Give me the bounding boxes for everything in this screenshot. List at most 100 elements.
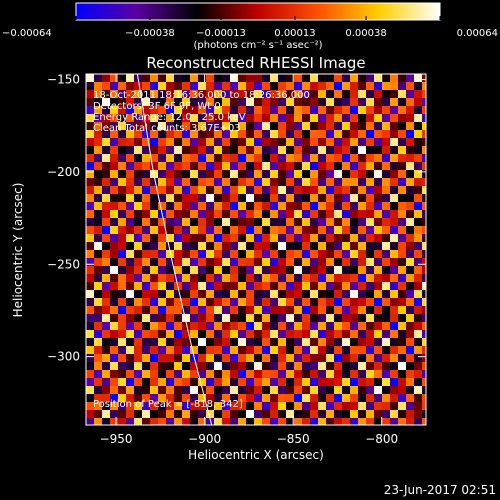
heatmap-pixel (342, 354, 350, 362)
heatmap-pixel (238, 274, 246, 282)
heatmap-pixel (414, 170, 422, 178)
heatmap-pixel (422, 258, 426, 266)
heatmap-pixel (238, 154, 246, 162)
heatmap-pixel (182, 194, 190, 202)
heatmap-pixel (190, 370, 198, 378)
heatmap-pixel (286, 338, 294, 346)
heatmap-pixel (190, 154, 198, 162)
heatmap-pixel (182, 202, 190, 210)
heatmap-pixel (118, 370, 126, 378)
heatmap-pixel (326, 98, 334, 106)
heatmap-pixel (150, 266, 158, 274)
heatmap-pixel (406, 378, 414, 386)
heatmap-pixel (310, 330, 318, 338)
heatmap-pixel (254, 266, 262, 274)
heatmap-pixel (142, 242, 150, 250)
heatmap-pixel (206, 386, 214, 394)
heatmap-pixel (262, 82, 270, 90)
heatmap-pixel (214, 418, 222, 425)
heatmap-pixel (382, 266, 390, 274)
heatmap-pixel (334, 338, 342, 346)
heatmap-pixel (358, 354, 366, 362)
heatmap-pixel (414, 74, 422, 82)
y-tick-label: −300 (47, 350, 80, 364)
heatmap-pixel (286, 178, 294, 186)
heatmap-pixel (406, 282, 414, 290)
heatmap-pixel (270, 402, 278, 410)
heatmap-pixel (134, 330, 142, 338)
heatmap-pixel (398, 98, 406, 106)
heatmap-pixel (310, 346, 318, 354)
heatmap-pixel (270, 82, 278, 90)
heatmap-pixel (142, 90, 150, 98)
heatmap-pixel (102, 354, 110, 362)
heatmap-pixel (350, 114, 358, 122)
heatmap-pixel (382, 274, 390, 282)
heatmap-pixel (318, 362, 326, 370)
heatmap-pixel (270, 314, 278, 322)
heatmap-pixel (310, 146, 318, 154)
heatmap-pixel (166, 226, 174, 234)
heatmap-pixel (358, 186, 366, 194)
heatmap-pixel (118, 418, 126, 425)
heatmap-pixel (350, 138, 358, 146)
heatmap-pixel (318, 402, 326, 410)
heatmap-pixel (366, 258, 374, 266)
y-tick-label: −200 (47, 165, 80, 179)
heatmap-pixel (390, 362, 398, 370)
heatmap-pixel (182, 226, 190, 234)
heatmap-pixel (94, 282, 102, 290)
heatmap-pixel (182, 250, 190, 258)
heatmap-pixel (126, 354, 134, 362)
heatmap-pixel (214, 274, 222, 282)
heatmap-pixel (230, 378, 238, 386)
heatmap-pixel (94, 370, 102, 378)
heatmap-pixel (94, 98, 102, 106)
heatmap-pixel (414, 218, 422, 226)
heatmap-pixel (334, 298, 342, 306)
heatmap-pixel (366, 378, 374, 386)
heatmap-pixel (230, 242, 238, 250)
heatmap-pixel (238, 282, 246, 290)
heatmap-pixel (262, 194, 270, 202)
heatmap-pixel (86, 322, 94, 330)
heatmap-pixel (334, 314, 342, 322)
heatmap-pixel (382, 210, 390, 218)
heatmap-pixel (222, 338, 230, 346)
heatmap-pixel (206, 410, 214, 418)
heatmap-pixel (406, 162, 414, 170)
heatmap-pixel (398, 154, 406, 162)
heatmap-pixel (118, 306, 126, 314)
heatmap-pixel (206, 402, 214, 410)
heatmap-pixel (206, 266, 214, 274)
heatmap-pixel (214, 378, 222, 386)
heatmap-pixel (422, 154, 426, 162)
heatmap-pixel (278, 218, 286, 226)
heatmap-pixel (174, 162, 182, 170)
heatmap-pixel (326, 370, 334, 378)
heatmap-pixel (206, 130, 214, 138)
heatmap-pixel (182, 234, 190, 242)
heatmap-pixel (310, 162, 318, 170)
heatmap-pixel (358, 138, 366, 146)
heatmap-pixel (206, 122, 214, 130)
heatmap-pixel (158, 242, 166, 250)
heatmap-pixel (102, 274, 110, 282)
heatmap-pixel (262, 378, 270, 386)
heatmap-pixel (422, 82, 426, 90)
heatmap-pixel (254, 370, 262, 378)
heatmap-pixel (118, 290, 126, 298)
heatmap-pixel (214, 138, 222, 146)
heatmap-pixel (102, 154, 110, 162)
heatmap-pixel (134, 394, 142, 402)
heatmap-pixel (270, 202, 278, 210)
heatmap-pixel (286, 122, 294, 130)
heatmap-pixel (230, 114, 238, 122)
heatmap-pixel (398, 186, 406, 194)
heatmap-pixel (142, 234, 150, 242)
heatmap-pixel (350, 226, 358, 234)
heatmap-pixel (334, 202, 342, 210)
heatmap-pixel (206, 274, 214, 282)
heatmap-pixel (350, 130, 358, 138)
heatmap-pixel (182, 378, 190, 386)
